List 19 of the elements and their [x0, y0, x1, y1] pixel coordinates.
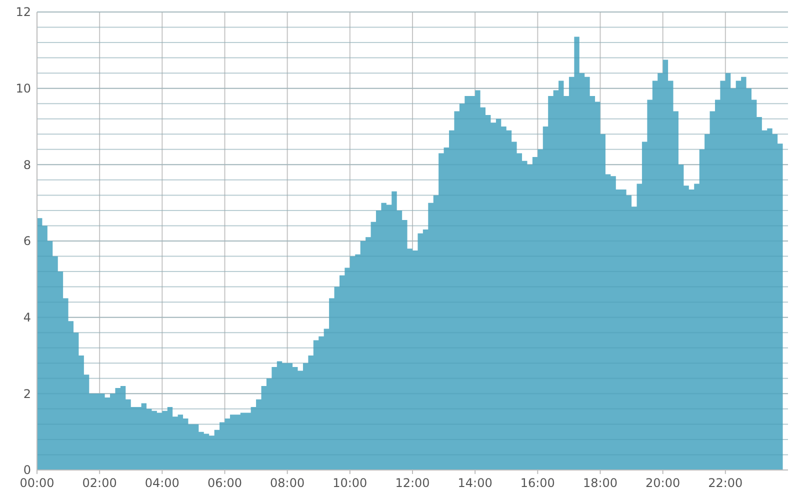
x-tick-label: 04:00	[144, 476, 180, 490]
x-tick-label: 14:00	[458, 476, 492, 490]
y-tick-label: 8	[23, 158, 31, 172]
y-tick-label: 6	[23, 234, 31, 248]
x-tick-label: 18:00	[582, 476, 618, 490]
x-tick-label: 22:00	[708, 476, 743, 490]
x-tick-label: 12:00	[395, 476, 430, 490]
x-tick-label: 20:00	[646, 476, 680, 490]
x-tick-label: 06:00	[207, 476, 242, 490]
y-tick-label: 4	[23, 310, 31, 325]
y-tick-label: 0	[23, 463, 31, 478]
x-tick-label: 02:00	[82, 476, 117, 490]
x-tick-label: 00:00	[20, 476, 54, 490]
y-tick-label: 12	[16, 5, 31, 20]
x-tick-label: 10:00	[332, 476, 368, 490]
y-tick-label: 10	[16, 82, 31, 96]
x-tick-label: 16:00	[520, 476, 555, 490]
y-tick-label: 2	[23, 386, 31, 401]
x-tick-label: 08:00	[270, 476, 305, 490]
